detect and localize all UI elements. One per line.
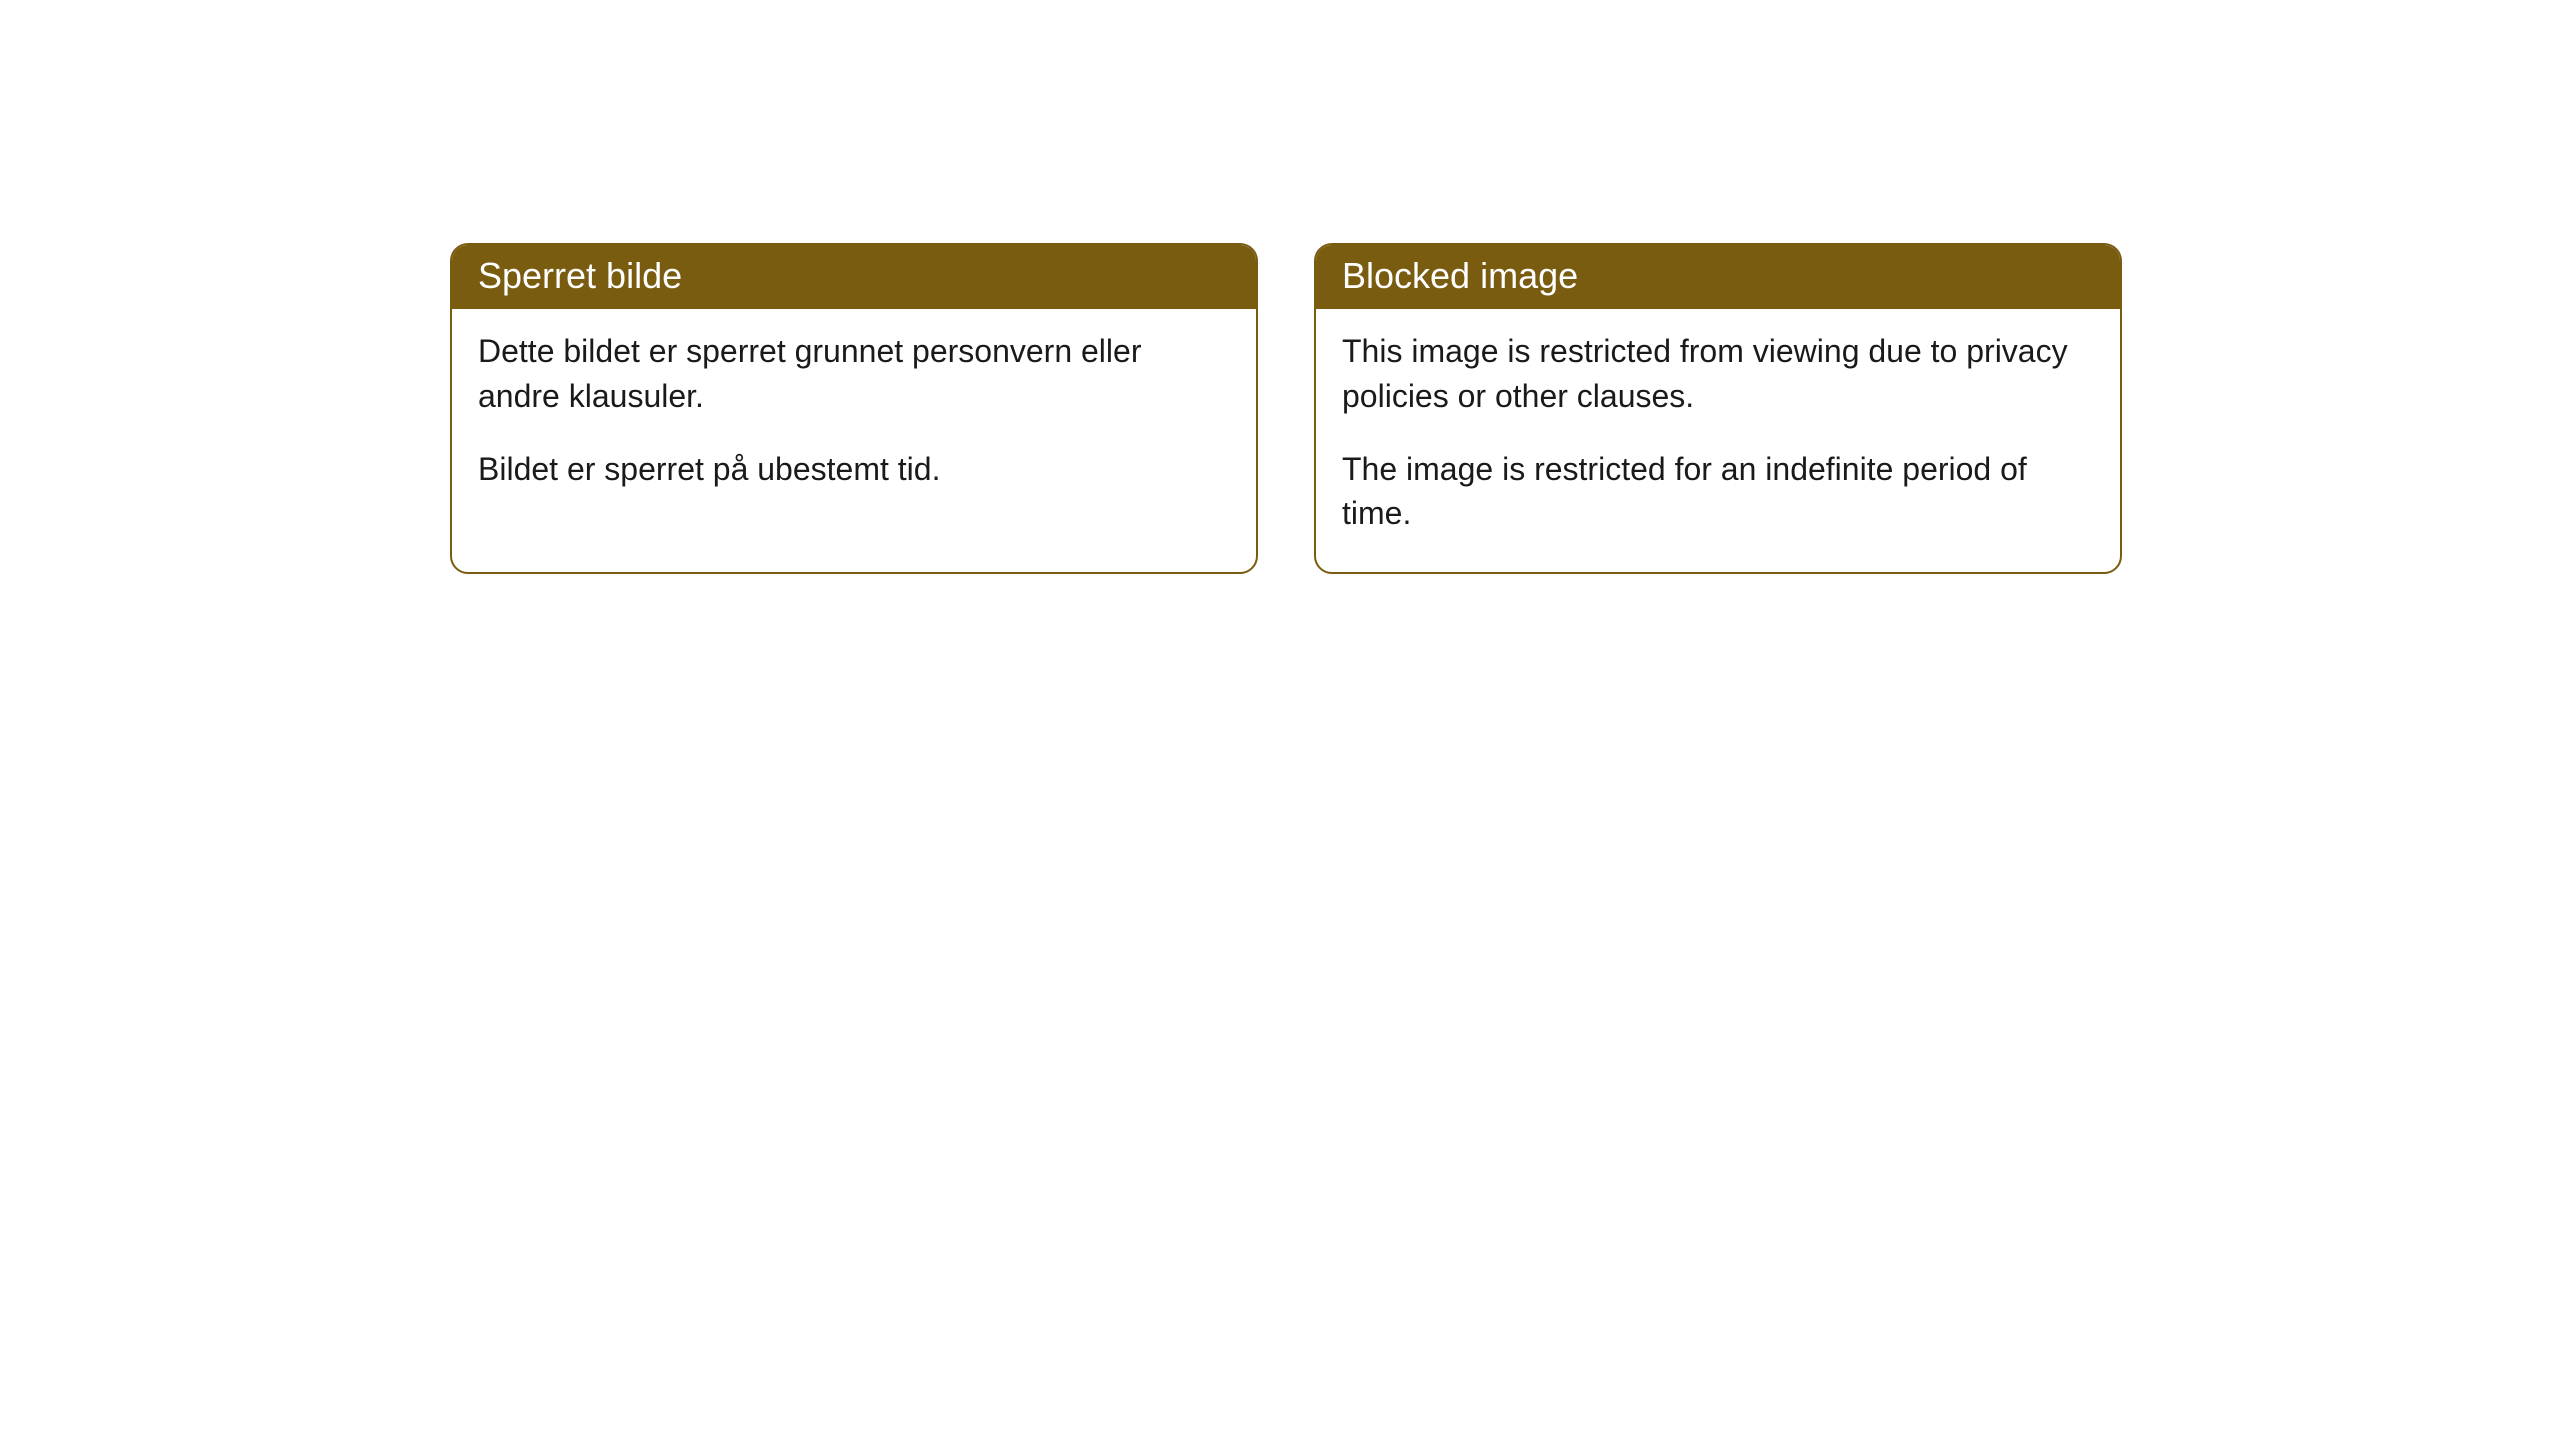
card-paragraph-2-no: Bildet er sperret på ubestemt tid.: [478, 447, 1230, 492]
blocked-image-card-en: Blocked image This image is restricted f…: [1314, 243, 2122, 574]
card-paragraph-2-en: The image is restricted for an indefinit…: [1342, 447, 2094, 537]
card-body-en: This image is restricted from viewing du…: [1316, 309, 2120, 572]
card-paragraph-1-no: Dette bildet er sperret grunnet personve…: [478, 329, 1230, 419]
card-paragraph-1-en: This image is restricted from viewing du…: [1342, 329, 2094, 419]
card-header-no: Sperret bilde: [452, 245, 1256, 309]
cards-container: Sperret bilde Dette bildet er sperret gr…: [450, 243, 2122, 574]
blocked-image-card-no: Sperret bilde Dette bildet er sperret gr…: [450, 243, 1258, 574]
card-header-en: Blocked image: [1316, 245, 2120, 309]
card-body-no: Dette bildet er sperret grunnet personve…: [452, 309, 1256, 527]
